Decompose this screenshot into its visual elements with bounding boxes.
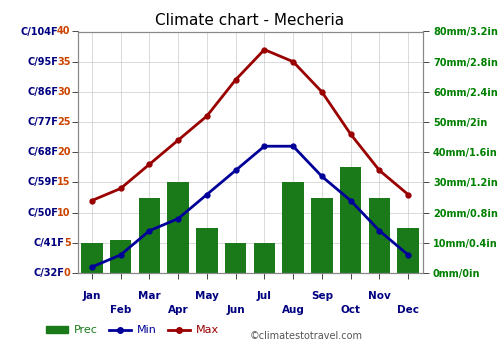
Title: Climate chart - Mecheria: Climate chart - Mecheria	[156, 13, 344, 28]
Text: C/50F: C/50F	[27, 208, 58, 218]
Text: 5: 5	[64, 238, 70, 248]
Text: 30: 30	[57, 87, 70, 97]
Bar	[81, 243, 102, 273]
Text: 20: 20	[57, 147, 70, 157]
Text: C/77F: C/77F	[27, 117, 58, 127]
Bar	[196, 228, 218, 273]
Bar	[168, 182, 189, 273]
Legend: Prec, Min, Max: Prec, Min, Max	[42, 321, 223, 340]
Text: Sep: Sep	[311, 292, 333, 301]
Text: Aug: Aug	[282, 304, 304, 315]
Text: May: May	[195, 292, 219, 301]
Text: Jul: Jul	[257, 292, 272, 301]
Text: C/68F: C/68F	[27, 147, 58, 157]
Text: C/86F: C/86F	[27, 87, 58, 97]
Bar	[368, 197, 390, 273]
Bar	[225, 243, 246, 273]
Text: Jun: Jun	[226, 304, 245, 315]
Bar	[138, 197, 160, 273]
Text: Nov: Nov	[368, 292, 391, 301]
Text: C/59F: C/59F	[27, 177, 58, 188]
Text: C/95F: C/95F	[27, 57, 58, 67]
Text: 15: 15	[57, 177, 70, 188]
Text: Mar: Mar	[138, 292, 160, 301]
Text: 25: 25	[57, 117, 70, 127]
Bar	[311, 197, 332, 273]
Text: Oct: Oct	[340, 304, 360, 315]
Text: Jan: Jan	[82, 292, 101, 301]
Bar	[398, 228, 419, 273]
Text: ©climatestotravel.com: ©climatestotravel.com	[250, 331, 363, 341]
Text: C/104F: C/104F	[20, 27, 58, 36]
Text: 10: 10	[57, 208, 70, 218]
Text: C/32F: C/32F	[34, 268, 64, 278]
Text: Dec: Dec	[397, 304, 419, 315]
Text: Feb: Feb	[110, 304, 132, 315]
Text: C/41F: C/41F	[34, 238, 64, 248]
Text: Apr: Apr	[168, 304, 188, 315]
Text: 35: 35	[57, 57, 70, 67]
Text: 40: 40	[57, 27, 70, 36]
Text: 0: 0	[64, 268, 70, 278]
Bar	[110, 240, 132, 273]
Bar	[340, 167, 361, 273]
Bar	[254, 243, 275, 273]
Bar	[282, 182, 304, 273]
